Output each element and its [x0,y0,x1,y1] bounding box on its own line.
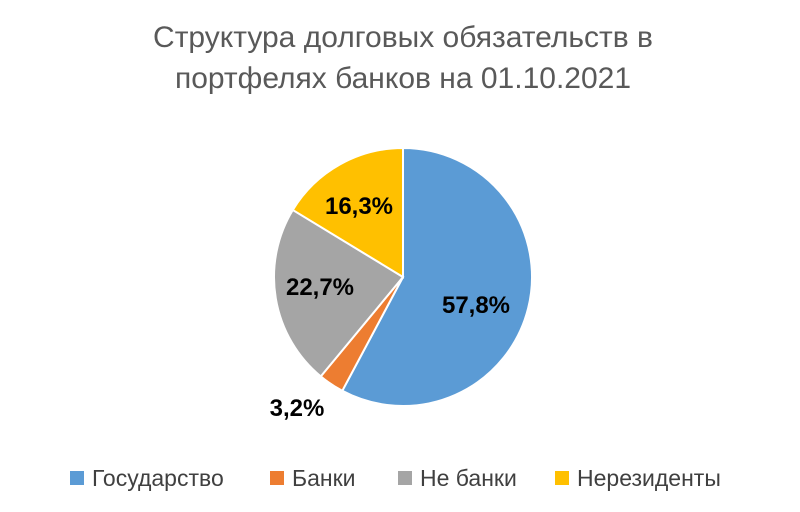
legend-label-1: Государство [92,465,224,491]
legend-label-2: Банки [292,465,356,491]
chart-title-line-2: портфелях банков на 01.10.2021 [175,62,631,95]
pie-slice-4 [291,146,404,279]
legend-label-4: Нерезиденты [577,465,721,491]
legend-item-1: Государство [70,465,224,491]
data-labels: 57,8% 3,2% 22,7% 16,3% [270,193,510,422]
legend-item-2: Банки [270,465,356,491]
chart-title: Структура долговых обязательств в портфе… [153,21,653,95]
data-label-3: 22,7% [286,274,354,301]
legend-swatch-4 [555,471,569,485]
legend-label-3: Не банки [420,465,517,491]
legend-item-4: Нерезиденты [555,465,721,491]
legend: Государство Банки Не банки Нерезиденты [70,465,721,491]
chart-title-line-1: Структура долговых обязательств в [153,21,653,54]
legend-item-3: Не банки [398,465,517,491]
data-label-4: 16,3% [325,193,393,220]
pie-slice-1 [340,146,533,407]
legend-swatch-3 [398,471,412,485]
data-label-2: 3,2% [270,395,325,422]
pie-slices [273,146,533,407]
legend-swatch-1 [70,471,84,485]
data-label-1: 57,8% [442,292,510,319]
legend-swatch-2 [270,471,284,485]
pie-slice-3 [273,208,405,378]
